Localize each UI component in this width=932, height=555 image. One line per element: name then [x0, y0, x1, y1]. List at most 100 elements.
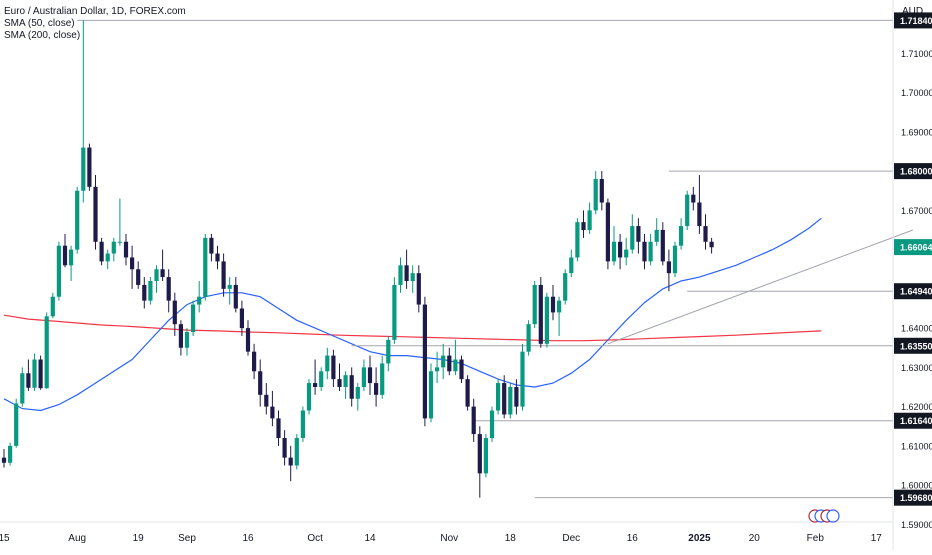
candle[interactable]	[56, 241, 61, 301]
candle[interactable]	[703, 214, 708, 250]
candle[interactable]	[636, 218, 641, 254]
candle[interactable]	[227, 277, 232, 305]
candle[interactable]	[300, 406, 305, 442]
candle[interactable]	[404, 249, 409, 289]
candle[interactable]	[343, 371, 348, 399]
candle[interactable]	[544, 292, 549, 348]
candle[interactable]	[666, 249, 671, 292]
candle[interactable]	[349, 367, 354, 407]
candle[interactable]	[75, 186, 80, 254]
candle[interactable]	[136, 261, 141, 289]
candle[interactable]	[319, 367, 324, 391]
candle[interactable]	[514, 379, 519, 415]
candle[interactable]	[422, 296, 427, 427]
candle[interactable]	[374, 367, 379, 407]
candle[interactable]	[282, 430, 287, 466]
candle[interactable]	[166, 269, 171, 313]
candle[interactable]	[148, 277, 153, 305]
candle[interactable]	[245, 320, 251, 356]
candle[interactable]	[550, 284, 556, 321]
candle[interactable]	[605, 198, 610, 270]
candle[interactable]	[215, 245, 220, 270]
indicator-sma200-label[interactable]: SMA (200, close)	[4, 30, 81, 41]
candle[interactable]	[685, 190, 690, 230]
candle[interactable]	[447, 347, 452, 376]
candle[interactable]	[294, 434, 299, 470]
candle[interactable]	[709, 237, 714, 254]
candle[interactable]	[172, 292, 177, 336]
candle[interactable]	[130, 245, 135, 289]
candle[interactable]	[337, 363, 342, 391]
candle[interactable]	[154, 265, 159, 293]
candle[interactable]	[178, 320, 183, 356]
candle[interactable]	[557, 296, 562, 336]
candle[interactable]	[87, 143, 92, 191]
candle[interactable]	[618, 233, 623, 270]
candle[interactable]	[496, 379, 501, 415]
candle[interactable]	[239, 300, 244, 336]
candle[interactable]	[50, 292, 55, 319]
candle[interactable]	[38, 355, 43, 390]
candle[interactable]	[258, 359, 263, 407]
candle[interactable]	[142, 277, 147, 309]
candle[interactable]	[672, 241, 678, 278]
candle[interactable]	[221, 253, 226, 297]
candle[interactable]	[209, 233, 214, 262]
candle[interactable]	[288, 445, 293, 482]
candle[interactable]	[264, 383, 269, 415]
candle[interactable]	[520, 343, 525, 411]
candle[interactable]	[325, 347, 330, 380]
candle[interactable]	[435, 351, 440, 384]
candle[interactable]	[453, 339, 458, 376]
candle[interactable]	[184, 328, 190, 356]
candle[interactable]	[99, 237, 104, 266]
candle[interactable]	[380, 355, 385, 399]
candle[interactable]	[105, 249, 110, 270]
candle[interactable]	[416, 265, 421, 313]
candle[interactable]	[563, 269, 568, 305]
candle[interactable]	[697, 175, 702, 234]
candle[interactable]	[642, 233, 647, 270]
trendline[interactable]	[607, 229, 914, 345]
candle[interactable]	[367, 355, 373, 395]
candle[interactable]	[471, 398, 476, 442]
candle[interactable]	[386, 335, 391, 372]
candle[interactable]	[233, 277, 238, 313]
candle[interactable]	[26, 359, 31, 391]
candle[interactable]	[398, 257, 403, 293]
candle[interactable]	[191, 300, 196, 336]
candle[interactable]	[20, 367, 25, 407]
candle[interactable]	[587, 202, 592, 234]
events-icon[interactable]	[808, 509, 840, 523]
candle[interactable]	[489, 406, 495, 442]
candle[interactable]	[203, 233, 208, 301]
candle[interactable]	[648, 233, 653, 266]
sma50-line[interactable]	[3, 217, 822, 412]
candle[interactable]	[581, 210, 586, 238]
candle[interactable]	[660, 222, 665, 266]
candle[interactable]	[483, 434, 488, 478]
candle[interactable]	[679, 218, 684, 250]
candle[interactable]	[575, 218, 580, 262]
candle[interactable]	[111, 237, 116, 262]
candle[interactable]	[1, 448, 7, 468]
candle[interactable]	[508, 383, 513, 419]
candle[interactable]	[252, 343, 257, 380]
candle[interactable]	[428, 363, 434, 423]
candle[interactable]	[117, 198, 122, 246]
candle[interactable]	[313, 359, 318, 395]
candle[interactable]	[331, 349, 336, 387]
candle[interactable]	[276, 410, 281, 446]
candle[interactable]	[465, 375, 470, 411]
candle[interactable]	[160, 249, 165, 282]
candle[interactable]	[62, 233, 68, 268]
sma200-line[interactable]	[3, 314, 822, 342]
candle[interactable]	[538, 277, 543, 348]
indicator-sma50-label[interactable]: SMA (50, close)	[4, 18, 75, 29]
candle[interactable]	[477, 426, 482, 498]
candle[interactable]	[502, 375, 507, 419]
candle[interactable]	[93, 175, 98, 250]
candle[interactable]	[526, 320, 531, 356]
